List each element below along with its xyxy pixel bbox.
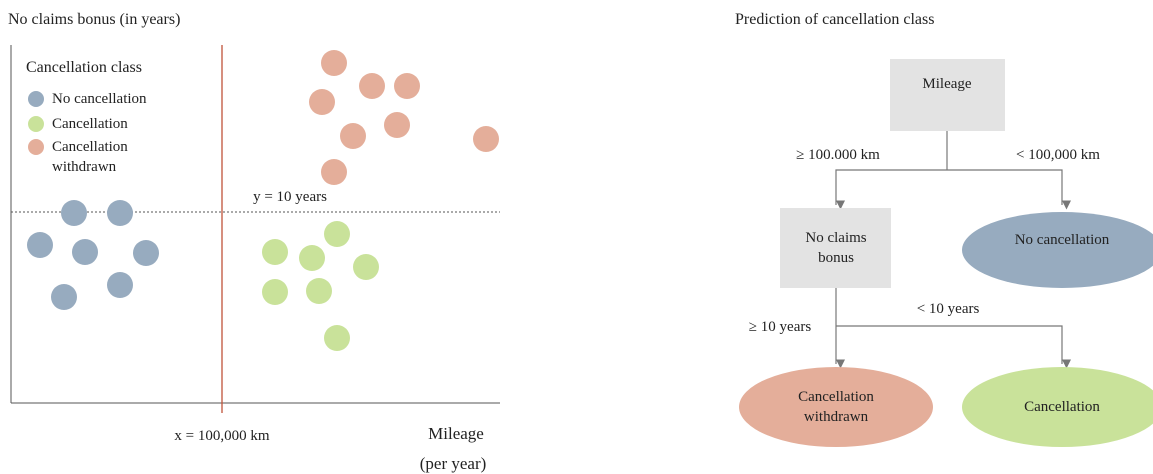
x-axis-label: (per year) [419,454,487,473]
tree-title: Prediction of cancellation class [735,11,935,28]
legend-item: No cancellation [52,91,147,107]
node-label: Mileage [922,76,972,92]
legend-item: Cancellation [52,116,128,132]
points-no-cancellation [27,200,159,310]
node-label: Cancellation withdrawn [798,389,874,425]
node-label: Cancellation [1024,399,1100,415]
node-label: No claims bonus [805,230,867,266]
legend-item: Cancellation withdrawn [52,139,128,175]
node-withdrawn [739,367,933,447]
y-axis-label: No claims bonus (in years) [8,11,181,28]
edge-label: < 100,000 km [1016,147,1100,163]
x-axis-label: Mileage [428,424,484,443]
node-bonus [780,208,891,288]
tree-edges [835,131,1071,369]
edge-label: ≥ 10 years [748,319,812,335]
threshold-y-label: y = 10 years [253,189,327,205]
points-withdrawn [309,50,499,185]
node-no-cancellation [962,212,1153,288]
threshold-x-label: x = 100,000 km [174,428,270,444]
node-cancellation [962,367,1153,447]
edge-label: < 10 years [916,301,980,317]
points-cancellation [262,221,379,351]
legend-title: Cancellation class [26,59,142,76]
node-label: No cancellation [1014,232,1110,248]
scatter-axes [10,45,500,404]
edge-label: ≥ 100.000 km [796,147,880,163]
legend-markers [28,91,44,155]
node-mileage [890,59,1005,131]
